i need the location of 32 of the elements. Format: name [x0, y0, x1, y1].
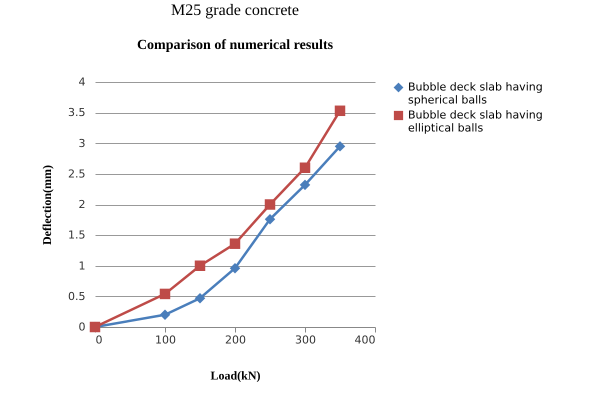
point	[230, 238, 240, 249]
x-axis-title: Load(kN)	[210, 368, 261, 382]
point	[300, 162, 310, 173]
point	[334, 106, 346, 116]
point	[230, 262, 240, 274]
text: M25 grade concrete	[171, 2, 299, 19]
point	[160, 310, 170, 320]
y-tick-label: 4	[78, 76, 86, 88]
y-tick-label: 3	[78, 136, 86, 150]
x-tick-label: 0	[96, 334, 102, 346]
y-tick-label: 2.5	[68, 167, 86, 180]
point	[160, 288, 170, 300]
point	[264, 199, 276, 210]
y-tick-label: 1	[78, 259, 86, 272]
point	[264, 214, 276, 224]
point	[300, 180, 310, 190]
y-tick-label: 0	[78, 320, 86, 334]
x-tick-label: 100	[155, 334, 176, 346]
x-tick-label: 400	[354, 334, 376, 346]
y-tick-label: 3.5	[68, 106, 86, 120]
y-tick-label: 0.5	[68, 290, 86, 303]
legend-label: Bubble deck slab having elliptical balls	[408, 108, 543, 134]
x-tick-label: 300	[295, 334, 316, 346]
x-tick-label: 200	[225, 334, 246, 346]
chart-title: Comparison of numerical results	[136, 38, 334, 53]
point	[194, 292, 206, 304]
point	[194, 260, 206, 271]
y-tick-label: 2	[78, 198, 86, 211]
legend-label: Bubble deck slab having spherical balls	[408, 80, 543, 106]
y-tick-label: 1.5	[68, 228, 86, 242]
point	[334, 141, 346, 152]
y-axis-title: Deflection(mm)	[40, 165, 54, 245]
